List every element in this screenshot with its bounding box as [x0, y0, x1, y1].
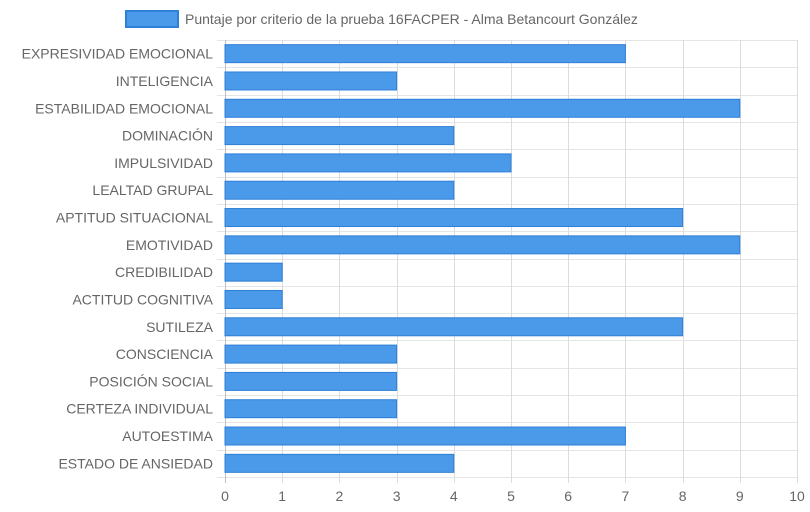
category-label: ACTITUD COGNITIVA: [72, 291, 213, 307]
category-label: CREDIBILIDAD: [115, 264, 213, 280]
bar[interactable]: [224, 317, 684, 337]
bar[interactable]: [224, 371, 398, 391]
bar[interactable]: [224, 153, 512, 173]
category-labels: EXPRESIVIDAD EMOCIONAL INTELIGENCIA ESTABI…: [22, 46, 214, 472]
category-label: POSICIÓN SOCIAL: [89, 373, 213, 389]
category-label: LEALTAD GRUPAL: [92, 182, 213, 198]
x-tick-label: 10: [789, 488, 805, 504]
x-tick-label: 6: [564, 488, 572, 504]
bar[interactable]: [224, 208, 684, 228]
x-axis-ticks: 0 1 2 3 4 5 6 7 8 9 10: [221, 488, 805, 504]
x-tick-label: 1: [278, 488, 286, 504]
x-tick-label: 9: [736, 488, 744, 504]
x-tick-label: 0: [221, 488, 229, 504]
x-tick-label: 5: [507, 488, 515, 504]
legend-label: Puntaje por criterio de la prueba 16FACP…: [185, 11, 638, 27]
bar[interactable]: [224, 399, 398, 419]
x-tick-label: 2: [336, 488, 344, 504]
category-label: IMPULSIVIDAD: [114, 155, 213, 171]
bar[interactable]: [224, 180, 455, 200]
category-label: DOMINACIÓN: [122, 128, 213, 144]
grid: [217, 40, 798, 483]
bar[interactable]: [224, 426, 626, 446]
x-tick-label: 7: [622, 488, 630, 504]
category-label: CERTEZA INDIVIDUAL: [66, 401, 213, 417]
x-tick-label: 4: [450, 488, 458, 504]
legend-swatch[interactable]: [125, 10, 179, 28]
bar[interactable]: [224, 289, 283, 309]
category-label: INTELIGENCIA: [116, 73, 214, 89]
bar[interactable]: [224, 235, 741, 255]
bar[interactable]: [224, 126, 455, 146]
category-label: SUTILEZA: [146, 319, 214, 335]
x-tick-label: 8: [679, 488, 687, 504]
bars: [224, 44, 741, 473]
bar[interactable]: [224, 344, 398, 364]
category-label: ESTADO DE ANSIEDAD: [58, 455, 213, 471]
category-label: APTITUD SITUACIONAL: [56, 210, 213, 226]
bar[interactable]: [224, 98, 741, 118]
x-tick-label: 3: [393, 488, 401, 504]
bar[interactable]: [224, 453, 455, 473]
category-label: AUTOESTIMA: [122, 428, 213, 444]
bar[interactable]: [224, 71, 398, 91]
bar[interactable]: [224, 262, 283, 282]
category-label: CONSCIENCIA: [116, 346, 214, 362]
category-label: ESTABILIDAD EMOCIONAL: [35, 100, 213, 116]
category-label: EXPRESIVIDAD EMOCIONAL: [22, 46, 214, 62]
category-label: EMOTIVIDAD: [126, 237, 213, 253]
bar[interactable]: [224, 44, 626, 64]
legend[interactable]: Puntaje por criterio de la prueba 16FACP…: [125, 10, 638, 28]
